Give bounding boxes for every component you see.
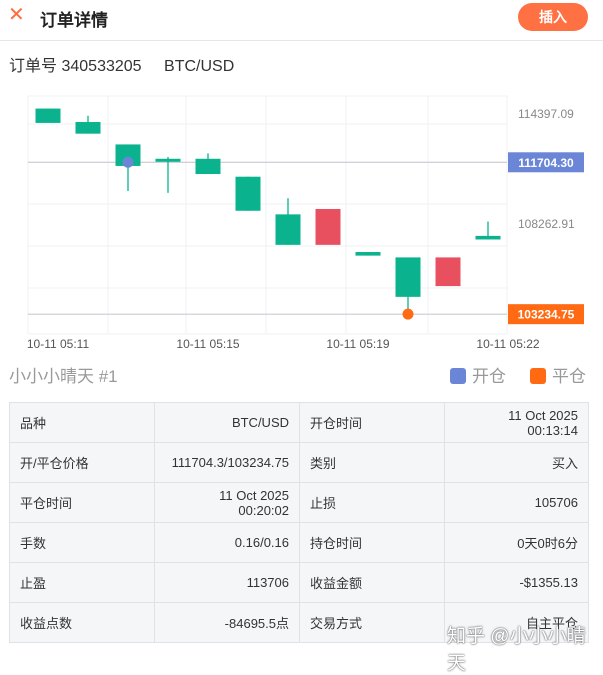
y-tick-label: 108262.91 [518,217,575,231]
table-row: 收益点数 -84695.5点 交易方式 自主平仓 [9,602,589,643]
candle-body [315,208,341,245]
detail-value: 买入 [444,442,589,483]
candle-body [395,257,421,297]
candle-body [155,158,181,162]
insert-button[interactable]: 插入 [518,3,588,31]
legend-open-label: 开仓 [472,367,506,386]
marker-open [122,156,134,168]
detail-value: BTC/USD [154,402,300,443]
detail-value: 111704.3/103234.75 [154,442,300,483]
detail-value: 11 Oct 2025 00:20:02 [154,482,300,523]
x-tick-label: 10-11 05:22 [476,337,539,351]
detail-value: 自主平仓 [444,602,589,643]
candle-body [475,235,501,240]
detail-value: 113706 [154,562,300,603]
detail-key: 收益点数 [9,602,155,643]
candle-body [115,144,141,166]
candle-body [235,176,261,211]
marker-close [402,308,414,320]
price-tag-open [508,152,584,173]
order-number: 340533205 [61,58,142,75]
candle-body [35,108,61,123]
detail-value: -84695.5点 [154,602,300,643]
close-icon[interactable]: ✕ [8,4,25,26]
legend-close-label: 平仓 [552,367,586,386]
y-tick-label: 114397.09 [518,107,574,121]
detail-key: 开/平仓价格 [9,442,155,483]
table-row: 平仓时间 11 Oct 2025 00:20:02 止损 105706 [9,482,589,523]
candle-body [275,214,301,245]
detail-value: 0天0时6分 [444,522,589,563]
table-row: 手数 0.16/0.16 持仓时间 0天0时6分 [9,522,589,563]
detail-key: 品种 [9,402,155,443]
candle-body [195,158,221,175]
order-info: 订单号 340533205 BTC/USD [9,52,234,76]
detail-key: 止盈 [9,562,155,603]
header-bar: ✕ 订单详情 插入 [0,0,603,41]
x-tick-label: 10-11 05:19 [326,337,389,351]
detail-key: 开仓时间 [299,402,445,443]
detail-key: 交易方式 [299,602,445,643]
page-title: 订单详情 [40,11,108,30]
order-details-table: 品种 BTC/USD 开仓时间 11 Oct 2025 00:13:14 开/平仓价格 1… [9,402,589,643]
price-tag-label-close: 103234.75 [518,308,575,322]
detail-value: 11 Oct 2025 00:13:14 [444,402,589,443]
legend-open: 开仓 [450,362,506,387]
detail-value: -$1355.13 [444,562,589,603]
detail-value: 105706 [444,482,589,523]
detail-value: 0.16/0.16 [154,522,300,563]
candle-body [75,122,101,134]
detail-key: 止损 [299,482,445,523]
order-symbol: BTC/USD [164,58,235,75]
price-tag-label-open: 111704.30 [518,156,574,170]
detail-key: 持仓时间 [299,522,445,563]
watermark: 知乎 @小小小晴天 [447,626,586,674]
price-tag-close [508,304,584,325]
detail-key: 类别 [299,442,445,483]
order-number-label: 订单号 [9,58,58,75]
detail-key: 收益金额 [299,562,445,603]
legend-close: 平仓 [530,362,586,387]
candle-body [355,252,381,256]
detail-key: 手数 [9,522,155,563]
detail-key: 平仓时间 [9,482,155,523]
candlestick-chart: 114397.09 108262.91 111704.30 103234.75 10-1… [27,95,584,351]
table-row: 止盈 113706 收益金额 -$1355.13 [9,562,589,603]
legend-open-swatch [450,368,466,384]
candle-body [435,257,461,287]
x-tick-label: 10-11 05:11 [27,337,90,351]
table-row: 品种 BTC/USD 开仓时间 11 Oct 2025 00:13:14 [9,402,589,443]
x-tick-label: 10-11 05:15 [176,337,239,351]
table-row: 开/平仓价格 111704.3/103234.75 类别 买入 [9,442,589,483]
trader-name: 小小小晴天 #1 [9,367,118,386]
legend-close-swatch [530,368,546,384]
